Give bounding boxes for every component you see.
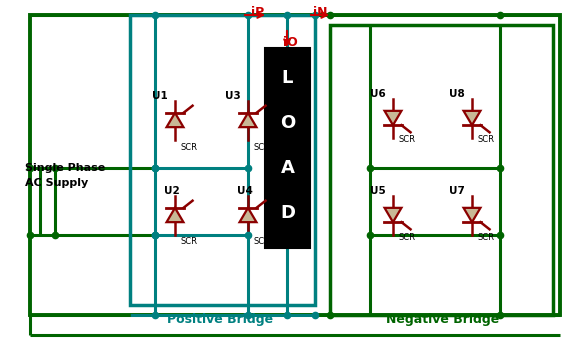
Polygon shape xyxy=(240,208,257,222)
Text: Negative Bridge: Negative Bridge xyxy=(386,314,500,326)
Text: SCR: SCR xyxy=(477,233,494,241)
Text: A: A xyxy=(281,159,295,177)
Text: U4: U4 xyxy=(237,186,253,196)
Text: SCR: SCR xyxy=(477,136,494,144)
Polygon shape xyxy=(167,208,183,222)
Text: iP: iP xyxy=(252,5,265,19)
Text: SCR: SCR xyxy=(253,238,270,246)
Text: Positive Bridge: Positive Bridge xyxy=(167,314,273,326)
Text: SCR: SCR xyxy=(180,238,198,246)
Text: SCR: SCR xyxy=(398,136,415,144)
Bar xyxy=(30,15,560,315)
Polygon shape xyxy=(240,113,257,127)
Bar xyxy=(265,48,310,248)
Polygon shape xyxy=(167,113,183,127)
Polygon shape xyxy=(384,111,402,125)
Text: SCR: SCR xyxy=(398,233,415,241)
Bar xyxy=(130,15,315,305)
Text: U1: U1 xyxy=(152,91,168,101)
Text: AC Supply: AC Supply xyxy=(25,178,88,188)
Text: SCR: SCR xyxy=(180,142,198,152)
Text: SCR: SCR xyxy=(253,142,270,152)
Polygon shape xyxy=(464,208,480,222)
Text: U8: U8 xyxy=(449,89,465,99)
Text: Single Phase: Single Phase xyxy=(25,163,105,173)
Polygon shape xyxy=(384,208,402,222)
Text: iN: iN xyxy=(313,5,327,19)
Text: D: D xyxy=(280,204,295,222)
Polygon shape xyxy=(464,111,480,125)
Text: U5: U5 xyxy=(370,186,386,196)
Text: L: L xyxy=(282,69,293,87)
Text: U6: U6 xyxy=(370,89,386,99)
Bar xyxy=(330,25,553,315)
Text: O: O xyxy=(280,114,295,132)
Text: iO: iO xyxy=(282,36,297,48)
Text: U7: U7 xyxy=(449,186,465,196)
Text: U2: U2 xyxy=(164,186,180,196)
Text: U3: U3 xyxy=(225,91,241,101)
